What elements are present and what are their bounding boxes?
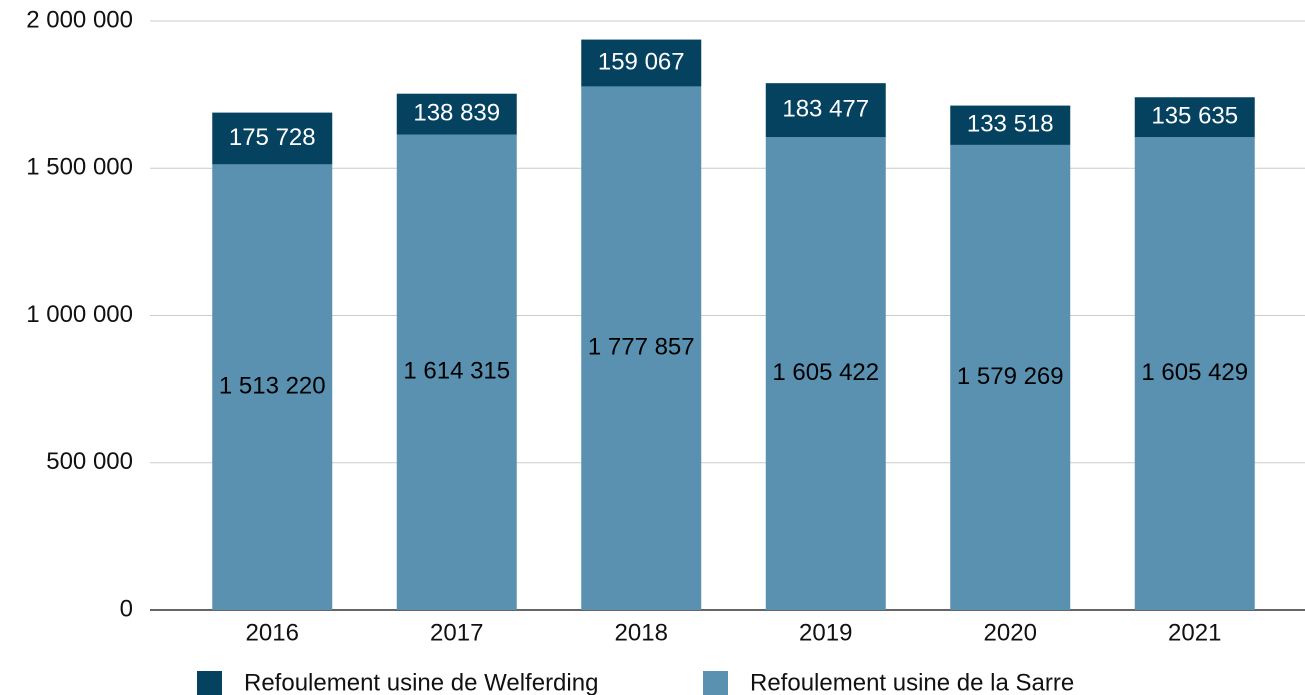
legend-label: Refoulement usine de la Sarre xyxy=(750,669,1074,695)
y-tick-label: 1 500 000 xyxy=(26,154,133,181)
bar-segment xyxy=(212,112,333,165)
data-label: 1 605 422 xyxy=(772,359,879,386)
bar-segment xyxy=(396,93,517,135)
legend-swatch xyxy=(703,671,728,695)
data-label: 1 513 220 xyxy=(219,373,326,400)
data-label: 1 614 315 xyxy=(403,358,510,385)
data-label: 175 728 xyxy=(229,124,316,151)
bar-segment xyxy=(765,137,886,610)
bar-segment xyxy=(581,86,702,610)
y-tick-label: 500 000 xyxy=(46,448,133,475)
x-tick-label: 2021 xyxy=(1168,619,1221,646)
y-tick-label: 1 000 000 xyxy=(26,301,133,328)
bar-segment xyxy=(1134,97,1255,138)
data-label: 183 477 xyxy=(782,96,869,123)
x-tick-label: 2019 xyxy=(799,619,852,646)
x-tick-label: 2017 xyxy=(430,619,483,646)
bar-segment xyxy=(581,39,702,87)
x-tick-label: 2020 xyxy=(984,619,1037,646)
bar-segment xyxy=(950,144,1071,610)
data-label: 1 777 857 xyxy=(588,334,695,361)
legend-label: Refoulement usine de Welferding xyxy=(244,669,598,695)
bar-segment xyxy=(212,164,333,611)
bar-segment xyxy=(396,134,517,610)
y-tick-label: 0 xyxy=(120,595,133,622)
bar-segment xyxy=(765,83,886,138)
data-label: 133 518 xyxy=(967,111,1054,138)
legend-swatch xyxy=(197,671,222,695)
data-label: 135 635 xyxy=(1151,103,1238,130)
x-tick-label: 2018 xyxy=(615,619,668,646)
x-tick-label: 2016 xyxy=(246,619,299,646)
bar-segment xyxy=(1134,137,1255,610)
bar-segment xyxy=(950,105,1071,145)
data-label: 1 605 429 xyxy=(1141,359,1248,386)
y-tick-label: 2 000 000 xyxy=(26,6,133,33)
data-label: 138 839 xyxy=(413,99,500,126)
data-label: 1 579 269 xyxy=(957,363,1064,390)
data-label: 159 067 xyxy=(598,48,685,75)
